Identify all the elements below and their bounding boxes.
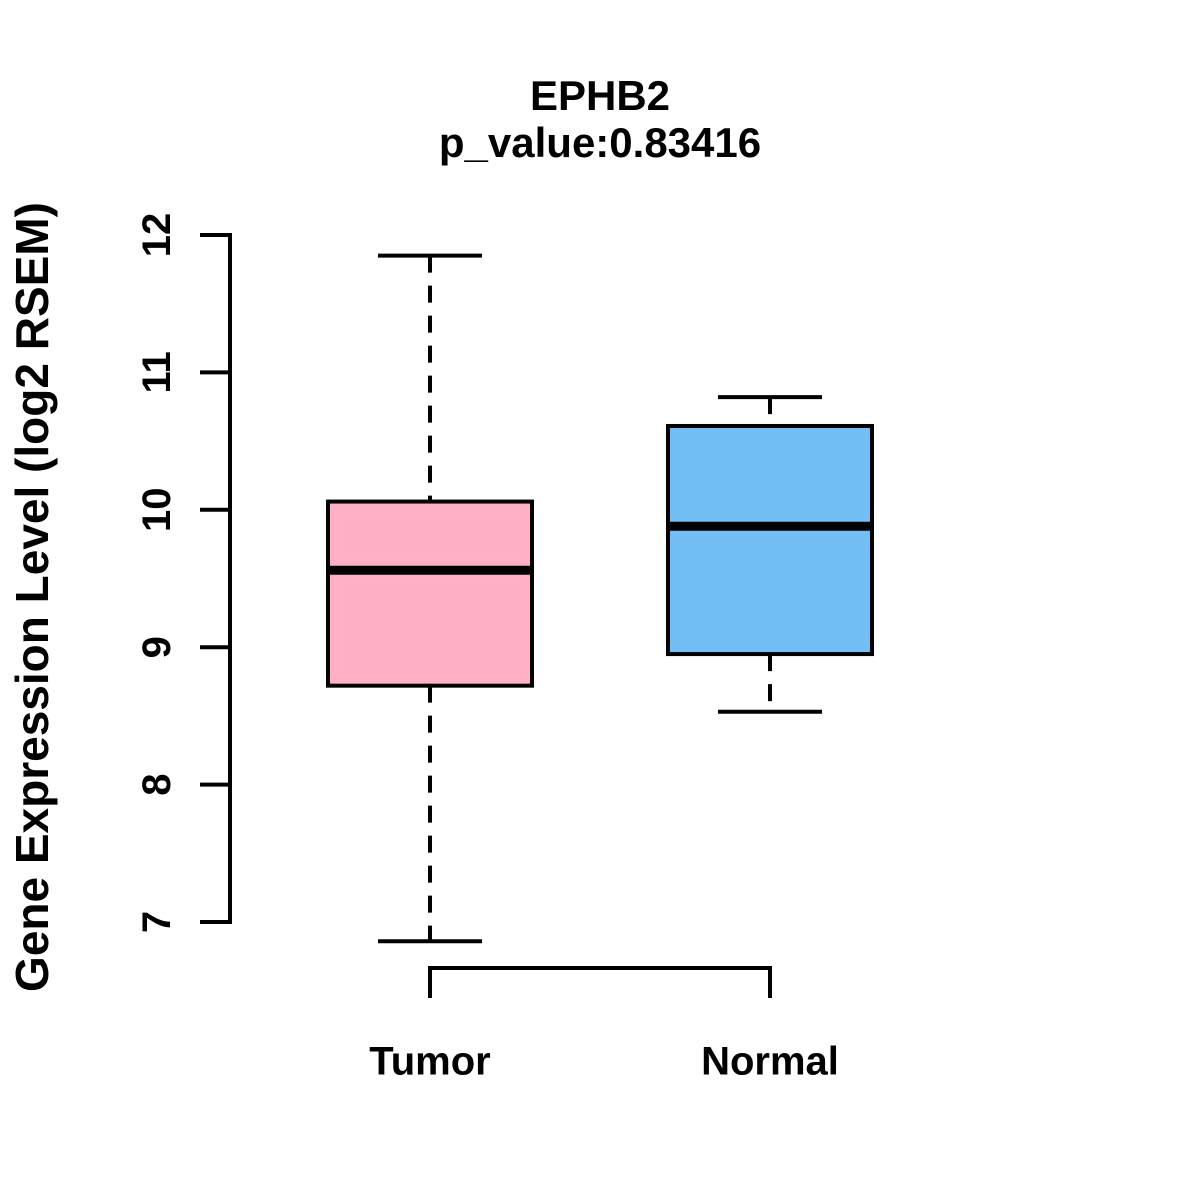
y-axis-tick-label-9: 9 bbox=[135, 636, 179, 658]
y-axis-tick-label-11: 11 bbox=[135, 351, 179, 393]
tumor-box bbox=[326, 499, 534, 688]
y-axis-tick-label-7: 7 bbox=[135, 911, 179, 933]
x-category-label-normal: Normal bbox=[701, 1039, 839, 1084]
chart-title: EPHB2 bbox=[529, 72, 671, 119]
y-axis-tick-label-10: 10 bbox=[135, 488, 179, 533]
x-axis-bracket bbox=[428, 966, 772, 998]
y-axis-tick-label-8: 8 bbox=[135, 773, 179, 795]
normal-box bbox=[666, 423, 874, 657]
chart-subtitle-pvalue: p_value:0.83416 bbox=[438, 119, 762, 166]
y-axis-tick-label-12: 12 bbox=[135, 213, 179, 258]
x-category-label-tumor: Tumor bbox=[369, 1039, 491, 1084]
